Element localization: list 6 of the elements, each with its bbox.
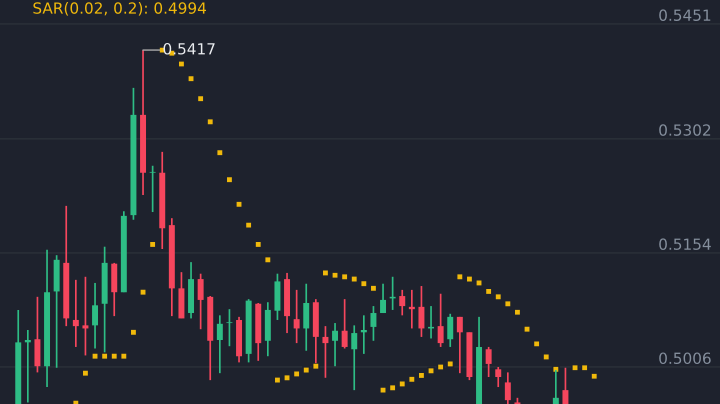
annotation: 0.5417 [163, 42, 215, 55]
y-tick-label: 0.5302 [659, 124, 710, 136]
y-tick-label: 0.5451 [659, 9, 710, 21]
chart-title: SAR(0.02, 0.2): 0.4994 [33, 2, 206, 16]
y-tick-label: 0.5006 [659, 352, 711, 364]
y-tick-label: 0.5154 [659, 238, 711, 250]
